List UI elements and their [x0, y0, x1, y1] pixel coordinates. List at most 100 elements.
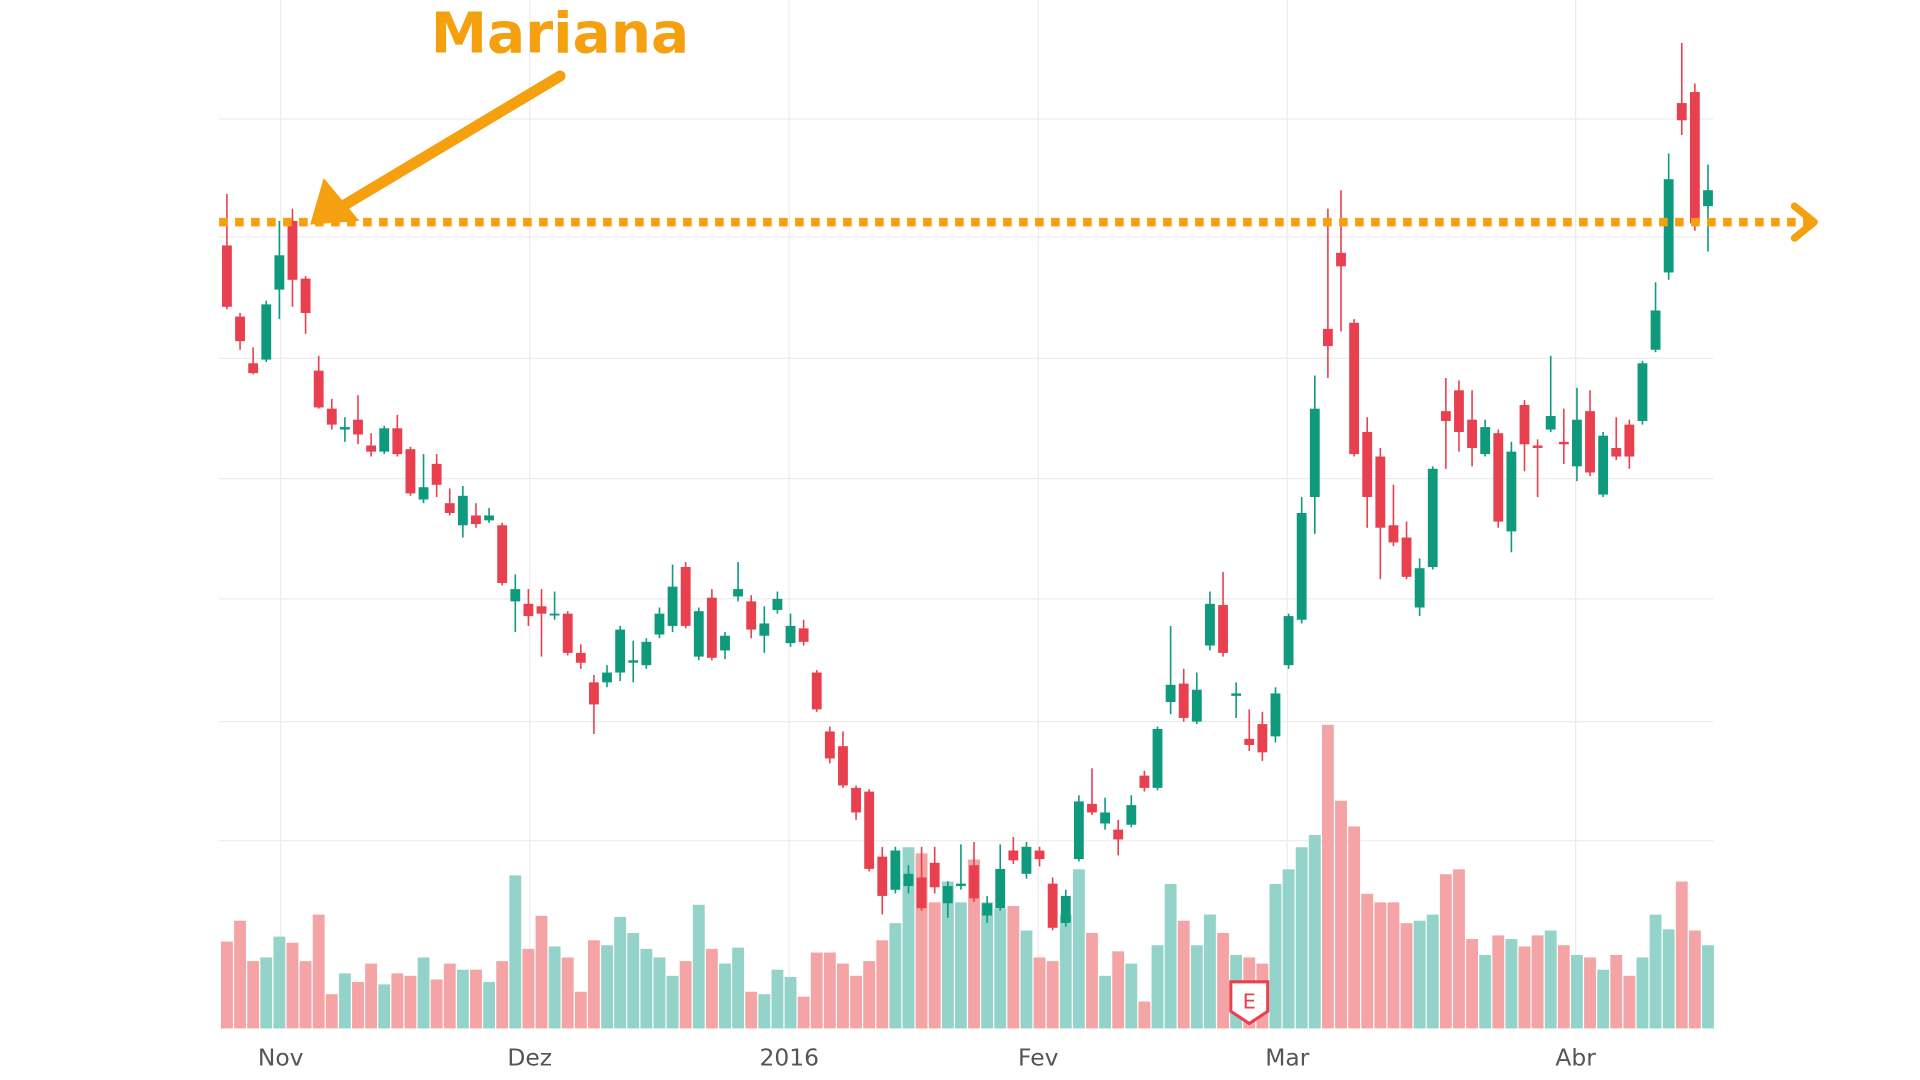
candle-body [326, 408, 337, 425]
candle-body [1244, 738, 1255, 745]
candle-body [339, 427, 350, 430]
volume-bar [273, 936, 286, 1029]
candle-body [1139, 775, 1150, 788]
volume-bar [561, 957, 574, 1029]
volume-bar [1636, 957, 1649, 1029]
volume-bar [417, 957, 430, 1029]
volume-bar [863, 961, 876, 1029]
event-label: E [1243, 990, 1256, 1014]
candle-body [235, 316, 245, 342]
candle-body [929, 862, 940, 888]
candle-body [1270, 693, 1281, 737]
candle-body [1388, 525, 1399, 543]
volume-bar [1531, 935, 1544, 1029]
volume-bar [1007, 906, 1020, 1029]
candle-body [484, 515, 494, 521]
candle-body [392, 428, 403, 455]
volume-bar [771, 969, 784, 1029]
volume-bar [1400, 923, 1413, 1029]
candle-body [1598, 435, 1609, 495]
annotation-layer: Mariana E [219, 1, 1818, 1026]
volume-bar [221, 941, 233, 1029]
candle-body [1480, 427, 1491, 455]
x-tick-label: Dez [507, 1044, 552, 1072]
candle-body [733, 589, 744, 597]
candle-body [405, 449, 416, 494]
candle-body [1401, 537, 1412, 577]
volume-bar [404, 975, 417, 1029]
candle-body [471, 515, 481, 525]
volume-bar [1335, 800, 1347, 1029]
candle-body [628, 660, 639, 663]
candle-body [300, 278, 311, 313]
candle-body [549, 613, 560, 616]
candle-body [838, 746, 848, 786]
candle-body [1611, 447, 1622, 457]
volume-bar [1597, 969, 1610, 1029]
candle-body [864, 791, 875, 869]
candle-body [1073, 801, 1084, 860]
candle-body [1309, 408, 1320, 498]
volume-bar [1453, 869, 1465, 1029]
volume-bar [247, 961, 260, 1029]
volume-bar [1321, 724, 1334, 1029]
volume-bar [614, 917, 627, 1029]
candle-body [1493, 433, 1504, 522]
volume-bar [902, 847, 915, 1029]
candle-body [366, 445, 377, 452]
volume-bar [312, 914, 325, 1029]
x-tick-label: Abr [1555, 1044, 1596, 1072]
candle-body [1100, 812, 1111, 824]
candle-body [497, 525, 508, 583]
candle-body [1191, 689, 1202, 722]
candle-body [1336, 252, 1346, 267]
volume-bar [666, 975, 679, 1029]
candle-body [353, 419, 363, 435]
volume-bar [981, 902, 994, 1029]
volume-bar [1086, 932, 1098, 1029]
candle-body [248, 363, 259, 374]
volume-bar [1295, 847, 1308, 1029]
volume-bar [1584, 957, 1596, 1029]
volume-bar [889, 923, 902, 1029]
candle-body [982, 903, 993, 916]
candle-body [851, 787, 861, 813]
candle-body [1205, 603, 1215, 646]
volume-bar [299, 961, 312, 1029]
candle-body [969, 865, 979, 899]
candle-body [811, 672, 822, 710]
volume-bar [1610, 954, 1623, 1029]
volume-bar [823, 952, 836, 1029]
candle-body [1283, 616, 1294, 666]
volume-bar [1505, 939, 1518, 1029]
volume-bar [850, 975, 862, 1029]
candle-body [313, 370, 324, 408]
volume-bar [1544, 930, 1557, 1029]
candle-body [772, 598, 783, 610]
volume-bar [941, 881, 954, 1029]
x-tick-label: Nov [258, 1044, 304, 1072]
volume-bar [1649, 914, 1662, 1029]
candle-body [1349, 322, 1360, 455]
candle-body [1322, 328, 1333, 347]
volume-bar [1046, 961, 1059, 1029]
candle-body [536, 606, 547, 614]
volume-bar [352, 981, 364, 1029]
candle-body [680, 567, 691, 626]
candle-body [1034, 850, 1045, 860]
volume-bar [535, 915, 548, 1029]
volume-bar [456, 969, 469, 1029]
volume-bar [1570, 954, 1583, 1029]
volume-bar [1688, 930, 1701, 1029]
candle-body [562, 613, 573, 653]
candle-body [1047, 883, 1058, 928]
candle-body [824, 731, 835, 759]
candle-body [955, 883, 966, 887]
candle-body [641, 641, 652, 666]
volume-bar [679, 961, 692, 1029]
volume-bar [876, 940, 889, 1029]
candle-body [995, 868, 1006, 909]
volume-bar [1164, 883, 1177, 1029]
volume-bar [837, 963, 849, 1029]
